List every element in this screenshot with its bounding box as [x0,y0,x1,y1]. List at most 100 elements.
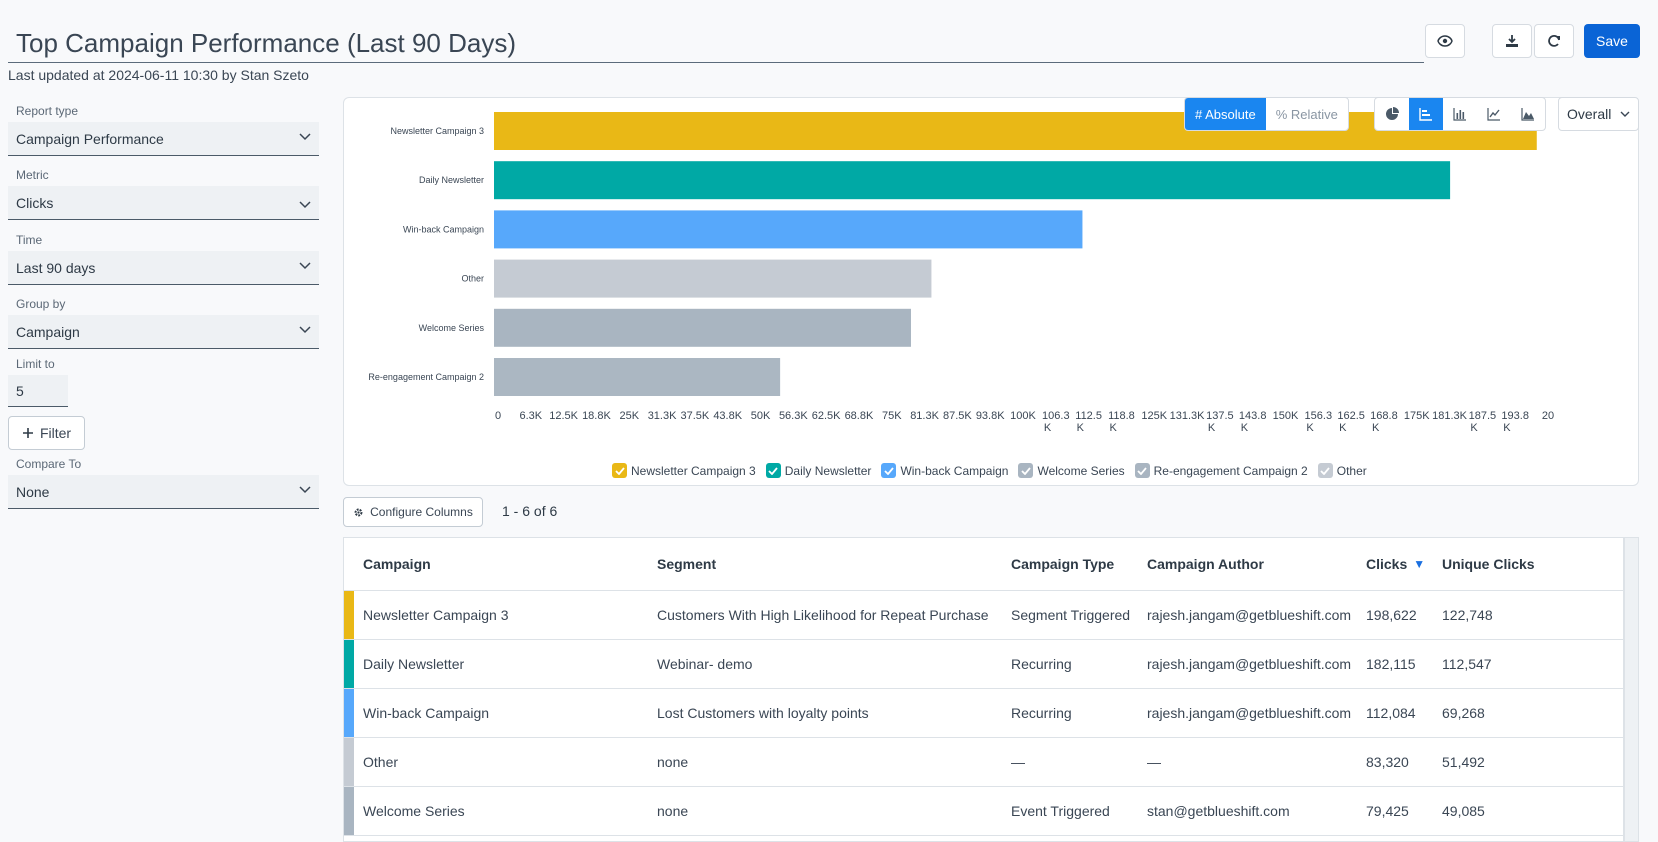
bar-daily-newsletter[interactable] [494,161,1451,200]
x-tick-label: K [1208,422,1216,434]
column-header[interactable]: Campaign Author [1147,538,1264,590]
x-tick-label: 150K [1273,410,1299,422]
table-cell: 112,084 [1366,705,1416,721]
x-tick-label: 162.5 [1337,410,1365,422]
x-tick-label: 93.8K [976,410,1005,422]
relative-mode-button[interactable]: % Relative [1275,106,1338,122]
table-cell: — [1011,754,1025,770]
category-label: Welcome Series [419,323,485,333]
chevron-down-icon [299,201,311,209]
row-color-indicator [344,591,354,639]
pie-chart-icon [1386,107,1399,120]
chart-type-pie[interactable] [1375,98,1409,130]
legend-item[interactable]: Other [1317,463,1367,478]
bar-other[interactable] [494,259,932,298]
x-tick-label: 87.5K [943,410,972,422]
x-tick-label: 175K [1404,410,1430,422]
column-header[interactable]: Unique Clicks [1442,538,1535,590]
table-cell: 49,085 [1442,803,1485,819]
x-tick-label: 112.5 [1075,410,1102,422]
chart-type-column[interactable] [1443,98,1477,130]
preview-button[interactable] [1425,24,1465,58]
bar-re-engagement-campaign-2[interactable] [494,358,781,396]
overall-select[interactable]: Overall [1558,97,1639,131]
x-tick-label: 0 [495,410,501,422]
table-row[interactable]: Welcome Series none Event Triggered stan@ge… [344,787,1623,836]
add-filter-button[interactable]: Filter [8,416,85,450]
table-row[interactable]: Other none — — 83,320 51,492 [344,738,1623,787]
bar-win-back-campaign[interactable] [494,210,1083,249]
legend-label: Other [1336,463,1367,478]
refresh-button[interactable] [1534,24,1574,58]
save-button[interactable]: Save [1584,24,1640,58]
row-color-indicator [344,738,354,786]
table-cell: rajesh.jangam@getblueshift.com [1147,607,1352,623]
category-label: Daily Newsletter [419,175,484,185]
table-cell: 79,425 [1366,803,1409,819]
limit-input[interactable]: 5 [8,375,68,407]
chart-type-area[interactable] [1511,98,1545,130]
compare-value: None [16,483,50,500]
x-tick-label: K [1339,422,1347,434]
area-chart-icon [1521,108,1534,121]
group-by-select[interactable]: Campaign [8,315,319,349]
category-label: Other [461,274,484,284]
table-row[interactable]: Newsletter Campaign 3 Customers With High… [344,591,1623,640]
legend-item[interactable]: Newsletter Campaign 3 [612,463,756,478]
chart-type-horizontal-bar[interactable] [1409,98,1443,130]
table-cell: Recurring [1011,705,1072,721]
legend-item[interactable]: Re-engagement Campaign 2 [1134,463,1308,478]
line-chart-icon [1487,108,1500,121]
category-label: Newsletter Campaign 3 [390,126,484,136]
x-tick-label: 43.8K [713,410,742,422]
x-tick-label: 56.3K [779,410,808,422]
metric-select[interactable]: Clicks [8,186,319,220]
eye-icon [1437,35,1453,47]
column-header[interactable]: Campaign Type [1011,538,1114,590]
bar-chart: Newsletter Campaign 3 Daily Newsletter Win… [368,112,1554,434]
table-row[interactable]: Win-back Campaign Lost Customers with loy… [344,689,1623,738]
configure-columns-button[interactable]: Configure Columns [343,497,483,527]
x-tick-label: 187.5 [1469,410,1497,422]
x-tick-label: 168.8 [1370,410,1398,422]
legend-item[interactable]: Win-back Campaign [881,463,1008,478]
category-label: Re-engagement Campaign 2 [368,372,484,382]
x-tick-label: 37.5K [681,410,710,422]
checkbox-checked-icon [765,463,781,478]
bar-newsletter-campaign-3[interactable] [494,112,1537,150]
checkbox-checked-icon [1018,463,1034,478]
row-color-indicator [344,787,354,835]
absolute-mode-button[interactable]: # Absolute [1185,98,1266,130]
x-tick-label: 81.3K [910,410,939,422]
x-tick-label: 75K [882,410,902,422]
report-type-select[interactable]: Campaign Performance [8,122,319,156]
time-select[interactable]: Last 90 days [8,251,319,285]
download-button[interactable] [1492,24,1532,58]
table-cell: Welcome Series [363,803,465,819]
x-tick-label: K [1470,422,1478,434]
legend-label: Newsletter Campaign 3 [631,463,756,478]
table-cell: 69,268 [1442,705,1485,721]
bar-welcome-series[interactable] [494,308,911,347]
legend-item[interactable]: Welcome Series [1018,463,1125,478]
table-cell: none [657,803,689,819]
table-row[interactable]: Daily Newsletter Webinar- demo Recurring ra… [344,640,1623,689]
compare-select[interactable]: None [8,475,319,509]
metric-label: Metric [16,168,49,182]
x-tick-label: K [1503,422,1511,434]
column-header[interactable]: Clicks ▼ [1366,538,1425,590]
column-header[interactable]: Segment [657,538,716,590]
x-tick-label: 137.5 [1206,410,1234,422]
legend-item[interactable]: Daily Newsletter [765,463,871,478]
configure-columns-label: Configure Columns [370,505,473,519]
report-title-input[interactable] [8,25,1424,63]
x-tick-label: 106.3 [1042,410,1070,422]
table-cell: Win-back Campaign [363,705,490,721]
x-tick-label: 62.5K [812,410,841,422]
table-scrollbar[interactable] [1624,537,1639,842]
chart-type-line[interactable] [1477,98,1511,130]
column-header[interactable]: Campaign [363,538,431,590]
x-tick-label: K [1077,422,1085,434]
column-header-label: Campaign [363,556,431,572]
column-header-label: Campaign Author [1147,556,1264,572]
